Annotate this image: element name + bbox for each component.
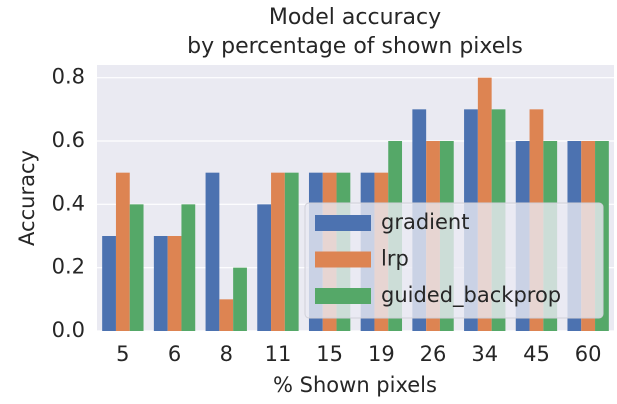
bar (181, 204, 196, 331)
y-tick-label: 0.0 (52, 318, 85, 342)
bar (205, 172, 220, 331)
y-tick-label: 0.4 (52, 191, 85, 215)
chart-title: Model accuracy (269, 5, 441, 30)
x-tick-label: 26 (420, 342, 447, 366)
y-tick-label: 0.8 (52, 65, 85, 89)
bar (284, 172, 299, 331)
bar (129, 204, 144, 331)
bar (271, 172, 285, 331)
x-tick-label: 60 (575, 342, 602, 366)
legend-box (304, 202, 604, 319)
y-axis-label: Accuracy (15, 150, 39, 246)
bar (233, 267, 247, 331)
bar (257, 204, 272, 331)
x-tick-label: 45 (523, 342, 550, 366)
legend-swatch (315, 288, 371, 304)
bar (167, 236, 182, 331)
legend-swatch (315, 215, 371, 231)
x-tick-label: 34 (471, 342, 498, 366)
x-axis-label: % Shown pixels (273, 373, 437, 397)
bar (153, 236, 168, 331)
x-tick-label: 6 (168, 342, 181, 366)
x-tick-label: 8 (220, 342, 233, 366)
y-tick-label: 0.6 (52, 128, 85, 152)
bar (219, 299, 234, 331)
x-tick-label: 5 (116, 342, 129, 366)
legend-label: guided_backprop (381, 283, 561, 308)
x-tick-label: 15 (316, 342, 343, 366)
bar (102, 236, 116, 331)
x-tick-label: 19 (368, 342, 395, 366)
legend-label: gradient (381, 210, 469, 234)
x-tick-label: 11 (265, 342, 292, 366)
legend-label: lrp (381, 247, 409, 271)
chart-title: by percentage of shown pixels (187, 34, 523, 59)
bar (115, 172, 130, 331)
legend-swatch (315, 251, 371, 268)
y-tick-label: 0.2 (52, 255, 85, 279)
legend: gradient lrp guided_backprop (304, 202, 604, 319)
